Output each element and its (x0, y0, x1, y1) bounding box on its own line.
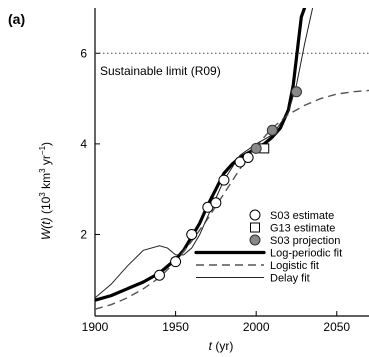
legend-logistic-fit-label: Logistic fit (270, 260, 319, 272)
y-axis-label-exp2: 3 (38, 168, 47, 173)
s03-estimate-point (210, 197, 222, 209)
s03-estimate-point (153, 269, 165, 281)
x-tick-label: 1900 (82, 320, 109, 334)
y-axis-label-exp1: 3 (38, 192, 47, 197)
y-tick-label: 4 (80, 137, 87, 151)
s03-projection-point (290, 86, 302, 98)
legend-s03-projection-label: S03 projection (270, 235, 340, 247)
y-axis-label-unit-post: ) (39, 142, 53, 146)
delay-fit-line (95, 8, 314, 299)
y-axis-label-unit-mid: km (39, 173, 53, 192)
s03-projection-point (266, 124, 278, 136)
panel-label: (a) (8, 11, 25, 27)
s03-estimate-point (242, 151, 254, 163)
y-axis-label-exp3: −1 (38, 145, 47, 155)
legend-log-periodic-fit-label: Log-periodic fit (270, 248, 342, 260)
x-tick-label: 1950 (162, 320, 189, 334)
x-axis-label-unit: (yr) (212, 339, 233, 353)
legend-delay-fit-label: Delay fit (270, 273, 310, 285)
legend-s03-estimate-label: S03 estimate (270, 210, 334, 222)
sustainable-limit-label: Sustainable limit (R09) (100, 64, 221, 78)
legend-g13-estimate-label: G13 estimate (270, 223, 335, 235)
s03-estimate-point (170, 256, 182, 268)
x-axis-label-main: t (209, 339, 213, 353)
x-axis-label: t (yr) (209, 339, 234, 353)
y-axis-label-unit-mid2: yr (39, 155, 53, 168)
y-axis-label-main: W(t) (39, 217, 53, 240)
s03-estimate-point (218, 174, 230, 186)
x-tick-label: 2000 (243, 320, 270, 334)
y-axis-label-unit-pre: (10 (39, 196, 53, 217)
legend-s03-projection-marker (249, 234, 261, 246)
s03-projection-point (250, 142, 262, 154)
y-axis-label: W(t) (103 km3 yr−1) (38, 142, 53, 240)
s03-estimate-point (186, 228, 198, 240)
logistic-fit-line (95, 89, 369, 310)
y-tick-label: 2 (80, 227, 87, 241)
y-tick-label: 6 (80, 46, 87, 60)
legend-s03-estimate-marker (249, 209, 261, 221)
legend-g13-estimate-marker (250, 222, 260, 233)
x-tick-label: 2050 (323, 320, 350, 334)
